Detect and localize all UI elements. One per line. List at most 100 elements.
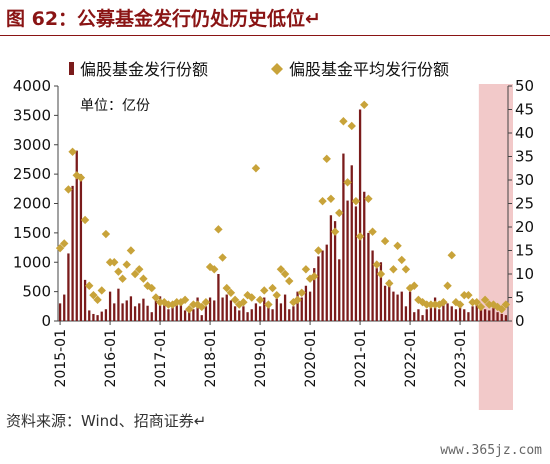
bar <box>383 285 387 321</box>
bar <box>471 306 474 321</box>
bar <box>304 285 308 321</box>
scatter-point <box>310 272 319 281</box>
bar <box>354 206 358 321</box>
bar <box>225 294 228 321</box>
scatter-point <box>480 295 490 305</box>
scatter-point <box>443 281 452 290</box>
bar <box>388 279 391 321</box>
bar <box>100 311 103 321</box>
bar <box>367 232 370 321</box>
bar <box>313 268 316 321</box>
bar <box>300 297 303 321</box>
x-tick-label: 2019-01 <box>253 329 269 388</box>
scatter-point <box>285 276 294 286</box>
x-tick-label: 2023-01 <box>453 329 469 388</box>
bar <box>308 291 312 321</box>
bar <box>275 298 278 321</box>
scatter-point <box>314 246 323 255</box>
bar <box>171 306 174 321</box>
bar <box>129 296 133 321</box>
scatter-point <box>180 295 190 305</box>
bar <box>283 294 287 321</box>
scatter-point <box>151 293 161 302</box>
bar <box>263 297 266 321</box>
bar <box>421 315 424 321</box>
scatter-point <box>114 267 123 276</box>
bar <box>250 309 253 321</box>
bar <box>258 306 262 321</box>
bar <box>113 303 116 321</box>
bar <box>363 191 366 321</box>
left-tick-label: 1000 <box>13 253 51 271</box>
bar <box>267 303 270 321</box>
bar <box>233 306 237 321</box>
bar <box>150 312 153 321</box>
scatter-point <box>251 164 261 173</box>
bar <box>408 291 412 321</box>
scatter-point <box>368 227 377 236</box>
bar <box>217 274 220 321</box>
right-tick-label: 40 <box>515 124 534 142</box>
bar <box>433 297 437 321</box>
scatter-point <box>247 293 256 302</box>
scatter-point <box>101 229 111 239</box>
watermark: www.365jz.com <box>440 443 542 458</box>
scatter-point <box>80 215 90 225</box>
bar <box>425 309 428 321</box>
scatter-point <box>239 298 248 307</box>
scatter-point <box>322 154 331 164</box>
bar <box>183 310 187 321</box>
bar <box>321 250 324 321</box>
bar <box>75 150 78 321</box>
scatter-point <box>410 281 419 290</box>
bar <box>296 291 299 321</box>
bar <box>63 294 66 321</box>
bar <box>271 309 274 321</box>
bar <box>221 297 224 321</box>
unit-note: 单位：亿份 <box>80 98 150 114</box>
legend-swatch-diamond <box>271 63 283 75</box>
x-tick-label: 2018-01 <box>203 329 219 388</box>
bar <box>125 300 128 321</box>
bar <box>196 297 199 321</box>
scatter-point <box>330 227 340 236</box>
bar <box>179 300 183 321</box>
x-tick-label: 2022-01 <box>403 329 419 388</box>
bar <box>358 109 362 321</box>
scatter-point <box>130 269 140 279</box>
scatter-point <box>497 305 506 314</box>
scatter-point <box>339 117 348 126</box>
scatter-point <box>214 225 223 234</box>
bar <box>329 215 333 321</box>
bar <box>67 253 70 321</box>
bar <box>350 165 353 321</box>
scatter-point <box>147 283 156 293</box>
right-tick-label: 0 <box>515 312 525 330</box>
scatter-point <box>355 232 365 241</box>
scatter-point <box>68 147 77 156</box>
scatter-point <box>301 265 311 274</box>
scatter-point <box>230 295 240 305</box>
bar <box>467 312 470 321</box>
figure-title: 图 62：公募基金发行仍处历史低位↵ <box>6 8 321 30</box>
bar <box>200 315 203 321</box>
bar <box>463 309 466 321</box>
scatter-point <box>64 185 73 194</box>
left-tick-label: 4000 <box>13 77 51 95</box>
bar <box>92 313 95 321</box>
right-tick-label: 5 <box>515 289 525 307</box>
scatter-point <box>222 283 231 293</box>
bar <box>104 309 108 321</box>
scatter-point <box>93 295 102 305</box>
bar <box>279 303 283 321</box>
scatter-point <box>55 243 65 253</box>
scatter-point <box>280 269 290 279</box>
scatter-point <box>380 236 390 246</box>
bar <box>133 306 137 321</box>
bar <box>413 312 416 321</box>
scatter-point <box>476 302 486 312</box>
bar <box>375 268 378 321</box>
bar <box>333 221 337 321</box>
scatter-point <box>76 173 86 182</box>
